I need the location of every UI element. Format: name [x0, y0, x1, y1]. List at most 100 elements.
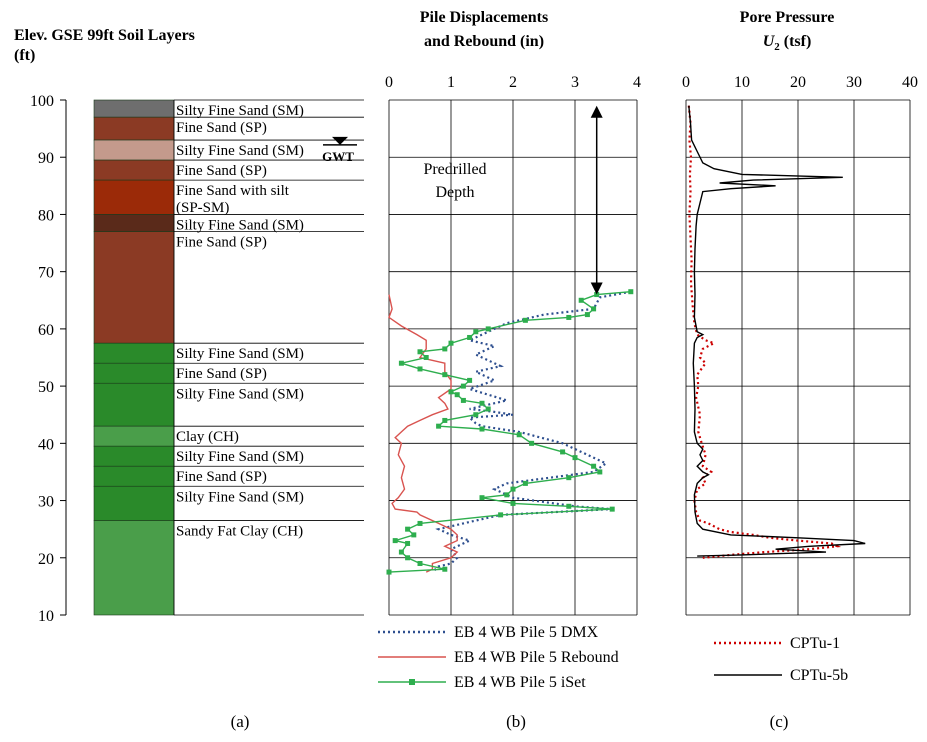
- displacement-series-marker: [529, 440, 535, 446]
- soil-layers: Silty Fine Sand (SM) Fine Sand (SP) Silty …: [93, 99, 364, 616]
- displacement-series-marker: [405, 526, 411, 532]
- displacement-series-marker: [405, 555, 411, 561]
- displacement-x-tick-label: 1: [447, 74, 455, 91]
- displacement-legend-label: EB 4 WB Pile 5 Rebound: [454, 649, 619, 666]
- soil-layer: [93, 485, 175, 521]
- displacement-series-marker: [398, 360, 404, 366]
- soil-y-tick-label: 60: [38, 322, 54, 339]
- soil-y-tick-label: 90: [38, 150, 54, 167]
- soil-layer-label: Fine Sand with silt: [176, 183, 290, 199]
- displacement-series-marker: [448, 389, 454, 395]
- displacement-series-marker: [460, 383, 466, 389]
- displacement-series-marker: [566, 475, 572, 481]
- displacement-series-marker: [448, 340, 454, 346]
- soil-layer-label: Sandy Fat Clay (CH): [176, 524, 303, 540]
- soil-layer-label: Silty Fine Sand (SM): [176, 217, 304, 233]
- soil-layer-label: Silty Fine Sand (SM): [176, 386, 304, 402]
- soil-y-tick-label: 10: [38, 608, 54, 625]
- soil-y-tick-label: 30: [38, 494, 54, 511]
- displacement-series-marker: [504, 492, 510, 498]
- displacement-title: Pile Displacements: [420, 9, 548, 26]
- soil-y-tick-label: 70: [38, 265, 54, 282]
- displacement-series-marker: [572, 455, 578, 461]
- panel-label-a: (a): [231, 712, 250, 731]
- displacement-series-marker: [516, 432, 522, 438]
- displacement-series-marker: [591, 463, 597, 469]
- displacement-series-marker: [417, 561, 423, 566]
- displacement-title-2: and Rebound (in): [424, 33, 544, 50]
- displacement-series-marker: [405, 540, 411, 546]
- soil-axis: 10 20 30 40 50 60 70 80 90 100: [30, 93, 67, 625]
- displacement-series-marker: [454, 392, 460, 398]
- soil-layer: [93, 159, 175, 181]
- pore-title: Pore Pressure: [740, 9, 835, 26]
- panel-label-c: (c): [770, 712, 789, 731]
- displacement-series-marker: [436, 423, 442, 429]
- soil-y-tick-label: 40: [38, 436, 54, 453]
- displacement-series-marker: [411, 532, 417, 538]
- pore-series-line: [687, 105, 842, 559]
- soil-layer: [93, 99, 175, 118]
- soil-layer: [93, 465, 175, 487]
- displacement-series-marker: [609, 506, 615, 512]
- displacement-series-line: [388, 291, 631, 573]
- displacement-series-marker: [560, 449, 566, 455]
- displacement-series-marker: [510, 486, 516, 492]
- soil-y-tick-label: 100: [30, 93, 54, 110]
- soil-layer-label: Silty Fine Sand (SM): [176, 346, 304, 362]
- soil-layer-label: (SP-SM): [176, 200, 229, 216]
- pore-x-tick-label: 40: [902, 74, 918, 91]
- pore-plot: 0 10 20 30 40: [682, 74, 918, 616]
- panel-label-b: (b): [506, 712, 526, 731]
- pore-x-tick-label: 0: [682, 74, 690, 91]
- gwt-label: GWT: [322, 149, 354, 164]
- soil-y-tick-label: 20: [38, 551, 54, 568]
- soil-layer: [93, 445, 175, 467]
- soil-layer: [93, 520, 175, 616]
- soil-y-tick-label: 80: [38, 207, 54, 224]
- displacement-series-marker: [566, 503, 572, 509]
- soil-layer: [93, 139, 175, 161]
- displacement-series-marker: [479, 426, 485, 432]
- displacement-legend: EB 4 WB Pile 5 DMX EB 4 WB Pile 5 Rebound…: [378, 624, 619, 691]
- soil-layer: [93, 116, 175, 141]
- soil-layer-label: Silty Fine Sand (SM): [176, 489, 304, 505]
- displacement-series-marker: [392, 538, 398, 544]
- displacement-series-marker: [386, 569, 392, 575]
- soil-layer-label: Silty Fine Sand (SM): [176, 143, 304, 159]
- displacement-series-marker: [479, 400, 485, 406]
- displacement-series-marker: [473, 329, 479, 335]
- predrilled-annotation-2: Depth: [435, 184, 474, 201]
- soil-layer-label: Fine Sand (SP): [176, 235, 267, 251]
- displacement-x-tick-label: 3: [571, 74, 579, 91]
- pore-x-tick-label: 10: [734, 74, 750, 91]
- displacement-series-marker: [498, 512, 504, 518]
- soil-title: Elev. GSE 99ft Soil Layers: [14, 27, 195, 44]
- soil-layer: [93, 179, 175, 215]
- pore-legend-label: CPTu-1: [790, 635, 840, 652]
- displacement-series-marker: [398, 549, 404, 555]
- displacement-series-marker: [442, 372, 448, 378]
- pore-legend-label: CPTu-5b: [790, 667, 848, 684]
- displacement-x-tick-label: 0: [385, 74, 393, 91]
- pore-x-tick-label: 20: [790, 74, 806, 91]
- displacement-series-marker: [467, 334, 473, 340]
- soil-layer: [93, 342, 175, 364]
- displacement-series-marker: [591, 306, 597, 312]
- displacement-series-marker: [628, 289, 634, 295]
- displacement-series-marker: [442, 346, 448, 352]
- displacement-x-tick-label: 2: [509, 74, 517, 91]
- displacement-series-marker: [566, 314, 572, 320]
- soil-layer: [93, 382, 175, 427]
- soil-layer-label: Silty Fine Sand (SM): [176, 449, 304, 465]
- displacement-series-marker: [442, 417, 448, 423]
- displacement-series-marker: [510, 500, 516, 506]
- displacement-series-marker: [417, 520, 423, 526]
- displacement-x-tick-label: 4: [633, 74, 641, 91]
- soil-ylabel: (ft): [14, 47, 35, 64]
- displacement-series-marker: [522, 317, 528, 323]
- soil-layer-label: Fine Sand (SP): [176, 163, 267, 179]
- soil-layer-label: Silty Fine Sand (SM): [176, 103, 304, 119]
- displacement-plot: 0 1 2 3 4: [385, 74, 641, 616]
